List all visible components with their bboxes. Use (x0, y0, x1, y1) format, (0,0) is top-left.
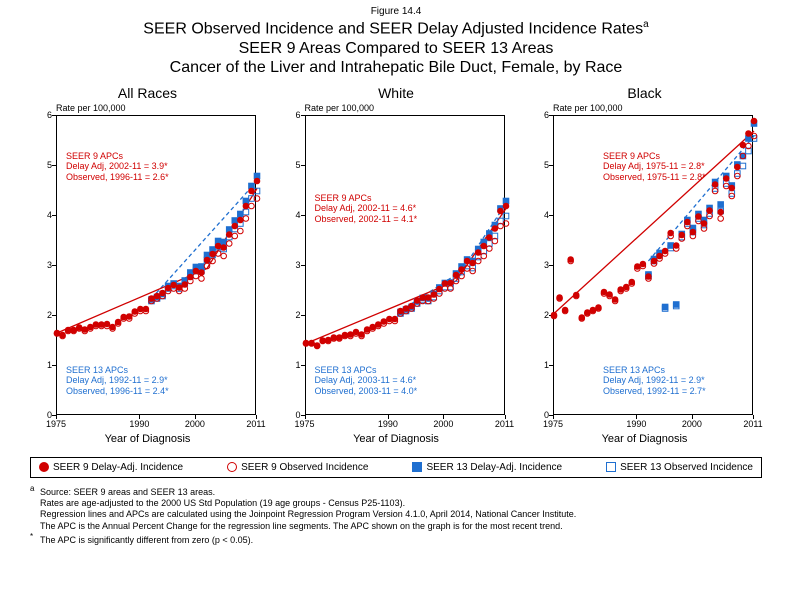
panel-title: White (279, 85, 514, 101)
plot-area: 0123456 SEER 9 APCsDelay Adj, 2002-11 = … (30, 113, 265, 453)
x-tick-label: 1975 (46, 419, 66, 429)
footnote-a: aSource: SEER 9 areas and SEER 13 areas. (30, 484, 762, 498)
footnote-sup: a (30, 484, 40, 494)
title: SEER Observed Incidence and SEER Delay A… (30, 19, 762, 77)
panel-title: Black (527, 85, 762, 101)
x-tick-label: 1975 (543, 419, 563, 429)
y-tick-label: 6 (529, 110, 549, 120)
legend-s9-obs: SEER 9 Observed Incidence (227, 462, 368, 473)
plot-area: 0123456 SEER 9 APCsDelay Adj, 2002-11 = … (279, 113, 514, 453)
square-open-icon (606, 462, 616, 472)
x-tick-label: 2011 (743, 419, 762, 429)
title-superscript: a (643, 19, 649, 30)
y-tick-label: 3 (281, 260, 301, 270)
x-tick-label: 2011 (246, 419, 265, 429)
x-tick-label: 1990 (378, 419, 398, 429)
x-tick-mark (139, 415, 140, 419)
y-tick-label: 3 (32, 260, 52, 270)
legend: SEER 9 Delay-Adj. Incidence SEER 9 Obser… (30, 457, 762, 478)
x-tick-mark (505, 415, 506, 419)
panels-row: All Races Rate per 100,000 0123456 SEER … (30, 85, 762, 453)
footnote-star: *The APC is significantly different from… (30, 532, 762, 546)
legend-label: SEER 9 Observed Incidence (241, 462, 368, 473)
x-tick-mark (195, 415, 196, 419)
footnote-a2: Rates are age-adjusted to the 2000 US St… (30, 498, 762, 509)
footnote-text: Source: SEER 9 areas and SEER 13 areas. (40, 487, 215, 497)
legend-label: SEER 13 Delay-Adj. Incidence (426, 462, 562, 473)
y-tick-label: 6 (281, 110, 301, 120)
footnote-sup: * (30, 532, 40, 542)
y-tick-label: 2 (529, 310, 549, 320)
y-tick-label: 1 (281, 360, 301, 370)
x-tick-label: 1975 (294, 419, 314, 429)
y-tick-label: 6 (32, 110, 52, 120)
x-tick-mark (56, 415, 57, 419)
x-tick-mark (443, 415, 444, 419)
circle-filled-icon (39, 462, 49, 472)
footnote-a3: Regression lines and APCs are calculated… (30, 509, 762, 520)
legend-label: SEER 9 Delay-Adj. Incidence (53, 462, 183, 473)
x-tick-mark (305, 415, 306, 419)
x-tick-label: 2011 (495, 419, 514, 429)
x-tick-label: 2000 (682, 419, 702, 429)
x-tick-mark (692, 415, 693, 419)
footnote-text: The APC is significantly different from … (40, 535, 253, 545)
x-tick-mark (256, 415, 257, 419)
x-axis-label: Year of Diagnosis (279, 433, 514, 445)
y-tick-label: 4 (32, 210, 52, 220)
seer13-apc-text: SEER 13 APCsDelay Adj, 2003-11 = 4.6*Obs… (315, 365, 418, 396)
x-tick-label: 1990 (626, 419, 646, 429)
y-tick-label: 2 (32, 310, 52, 320)
x-tick-mark (636, 415, 637, 419)
footnotes: aSource: SEER 9 areas and SEER 13 areas.… (30, 484, 762, 546)
y-tick-label: 4 (281, 210, 301, 220)
square-filled-icon (412, 462, 422, 472)
seer9-apc-text: SEER 9 APCsDelay Adj, 2002-11 = 4.6*Obse… (315, 193, 418, 224)
y-tick-label: 5 (281, 160, 301, 170)
rate-label: Rate per 100,000 (553, 103, 762, 113)
seer9-apc-text: SEER 9 APCsDelay Adj, 2002-11 = 3.9*Obse… (66, 151, 169, 182)
seer13-apc-text: SEER 13 APCsDelay Adj, 1992-11 = 2.9*Obs… (66, 365, 169, 396)
seer13-apc-text: SEER 13 APCsDelay Adj, 1992-11 = 2.9*Obs… (603, 365, 706, 396)
title-line2: SEER 9 Areas Compared to SEER 13 Areas (239, 40, 554, 57)
y-tick-label: 1 (32, 360, 52, 370)
plot-area: 0123456 SEER 9 APCsDelay Adj, 1975-11 = … (527, 113, 762, 453)
seer9-apc-text: SEER 9 APCsDelay Adj, 1975-11 = 2.8*Obse… (603, 151, 706, 182)
legend-label: SEER 13 Observed Incidence (620, 462, 753, 473)
x-tick-mark (553, 415, 554, 419)
y-tick-label: 4 (529, 210, 549, 220)
footnote-a4: The APC is the Annual Percent Change for… (30, 521, 762, 532)
x-tick-label: 2000 (185, 419, 205, 429)
circle-open-icon (227, 462, 237, 472)
y-tick-label: 3 (529, 260, 549, 270)
panel-white: White Rate per 100,000 0123456 SEER 9 AP… (279, 85, 514, 453)
panel-black: Black Rate per 100,000 0123456 SEER 9 AP… (527, 85, 762, 453)
y-tick-label: 5 (529, 160, 549, 170)
y-tick-label: 2 (281, 310, 301, 320)
title-line3: Cancer of the Liver and Intrahepatic Bil… (170, 59, 623, 76)
legend-s9-adj: SEER 9 Delay-Adj. Incidence (39, 462, 183, 473)
y-tick-label: 1 (529, 360, 549, 370)
legend-s13-obs: SEER 13 Observed Incidence (606, 462, 753, 473)
legend-s13-adj: SEER 13 Delay-Adj. Incidence (412, 462, 562, 473)
x-tick-label: 2000 (433, 419, 453, 429)
figure-number: Figure 14.4 (30, 6, 762, 17)
x-tick-label: 1990 (129, 419, 149, 429)
panel-all-races: All Races Rate per 100,000 0123456 SEER … (30, 85, 265, 453)
rate-label: Rate per 100,000 (56, 103, 265, 113)
title-line1: SEER Observed Incidence and SEER Delay A… (143, 20, 643, 37)
x-tick-mark (753, 415, 754, 419)
x-tick-mark (388, 415, 389, 419)
rate-label: Rate per 100,000 (305, 103, 514, 113)
page: Figure 14.4 SEER Observed Incidence and … (0, 0, 792, 612)
x-axis-label: Year of Diagnosis (527, 433, 762, 445)
y-tick-label: 5 (32, 160, 52, 170)
x-axis-label: Year of Diagnosis (30, 433, 265, 445)
panel-title: All Races (30, 85, 265, 101)
